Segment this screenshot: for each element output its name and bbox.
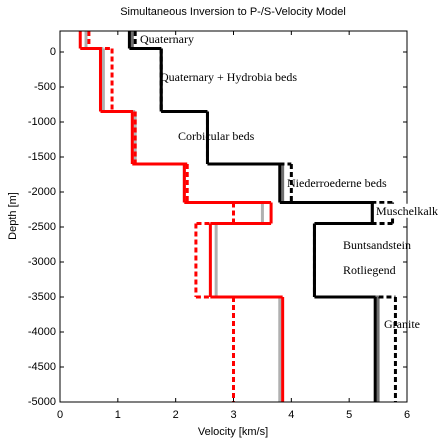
chart-title: Simultaneous Inversion to P-/S-Velocity … bbox=[120, 6, 346, 18]
y-tick-label: -5000 bbox=[28, 396, 56, 408]
x-tick-label: 4 bbox=[288, 409, 294, 421]
layer-annotation: Rotliegend bbox=[343, 263, 396, 277]
x-tick-label: 2 bbox=[173, 409, 179, 421]
y-tick-label: -2000 bbox=[28, 186, 56, 198]
layer-annotation: Muschelkalk bbox=[376, 204, 438, 218]
x-tick-label: 6 bbox=[404, 409, 410, 421]
layer-annotation: Granite bbox=[384, 317, 420, 331]
y-tick-label: -1000 bbox=[28, 116, 56, 128]
x-tick-label: 3 bbox=[230, 409, 236, 421]
y-tick-label: -1500 bbox=[28, 151, 56, 163]
x-tick-label: 1 bbox=[115, 409, 121, 421]
y-tick-label: -4500 bbox=[28, 361, 56, 373]
y-tick-label: -3500 bbox=[28, 291, 56, 303]
layer-annotation: Quaternary + Hydrobia beds bbox=[160, 70, 297, 84]
y-tick-label: -4000 bbox=[28, 326, 56, 338]
y-tick-label: -500 bbox=[34, 81, 56, 93]
layer-annotation: Buntsandstein bbox=[343, 238, 411, 252]
y-tick-label: 0 bbox=[50, 46, 56, 58]
y-tick-label: -2500 bbox=[28, 221, 56, 233]
layer-annotation: Quaternary bbox=[140, 32, 194, 46]
layer-annotation: Corbicular beds bbox=[178, 129, 255, 143]
layer-annotation: Niederroederne beds bbox=[287, 176, 387, 190]
annotation-bg bbox=[374, 203, 440, 218]
x-tick-label: 5 bbox=[346, 409, 352, 421]
y-tick-label: -3000 bbox=[28, 256, 56, 268]
x-tick-label: 0 bbox=[57, 409, 63, 421]
plot-area bbox=[78, 31, 397, 402]
x-axis-label: Velocity [km/s] bbox=[198, 426, 268, 438]
y-axis-label: Depth [m] bbox=[7, 192, 19, 240]
